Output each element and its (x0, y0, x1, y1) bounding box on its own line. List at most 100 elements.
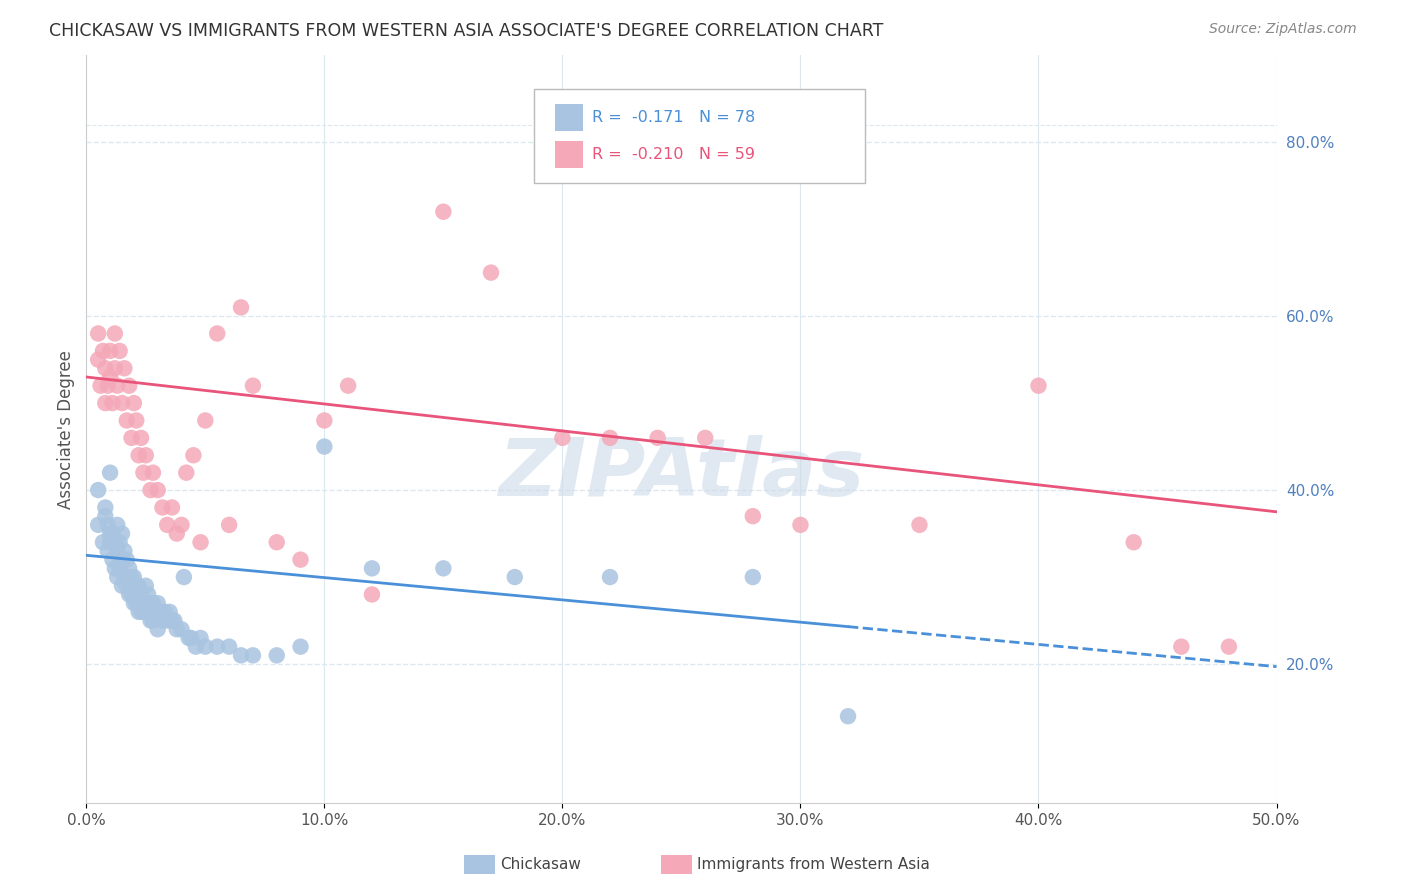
Point (111, 396, 134, 410)
Point (108, 561, 131, 575)
Point (125, 579, 148, 593)
Point (170, 517, 193, 532)
Point (104, 326, 127, 341)
Point (94, 396, 117, 410)
Point (115, 413, 138, 427)
Point (242, 378, 264, 392)
Point (97, 517, 120, 532)
Point (599, 431, 621, 445)
Point (98, 526, 121, 541)
Point (112, 361, 135, 376)
Point (87, 352, 110, 367)
Point (1028, 378, 1050, 392)
Point (87, 326, 110, 341)
Point (173, 570, 195, 584)
Point (184, 640, 207, 654)
Point (104, 361, 127, 376)
Point (647, 431, 669, 445)
Point (503, 570, 526, 584)
Point (174, 466, 197, 480)
Point (112, 570, 135, 584)
Point (153, 605, 176, 619)
Text: R =  -0.171   N = 78: R = -0.171 N = 78 (592, 111, 755, 125)
Point (104, 561, 127, 575)
Point (101, 552, 124, 566)
Point (94, 509, 117, 524)
Point (314, 440, 336, 454)
Point (94, 500, 117, 515)
Point (1122, 535, 1144, 549)
Point (139, 596, 162, 610)
Point (98, 343, 121, 358)
Point (129, 431, 152, 445)
Point (125, 596, 148, 610)
Point (132, 466, 155, 480)
Point (98, 466, 121, 480)
Point (87, 517, 110, 532)
Point (105, 544, 128, 558)
Point (136, 605, 159, 619)
Point (139, 614, 162, 628)
Point (908, 517, 931, 532)
Point (170, 622, 193, 636)
Point (111, 579, 134, 593)
Point (599, 570, 621, 584)
Point (166, 526, 188, 541)
Point (152, 614, 174, 628)
Text: R =  -0.210   N = 59: R = -0.210 N = 59 (592, 147, 755, 161)
Point (432, 204, 454, 219)
Point (101, 396, 124, 410)
Point (87, 483, 110, 497)
Point (122, 570, 145, 584)
Text: Immigrants from Western Asia: Immigrants from Western Asia (697, 857, 931, 871)
Point (266, 535, 288, 549)
Point (90, 378, 112, 392)
Text: ZIPAtlas: ZIPAtlas (498, 435, 865, 513)
Point (183, 448, 205, 462)
Point (337, 378, 360, 392)
Point (160, 614, 183, 628)
Point (112, 544, 135, 558)
Point (108, 343, 131, 358)
Point (205, 326, 228, 341)
Point (142, 466, 165, 480)
Point (121, 587, 143, 601)
Point (118, 587, 141, 601)
Point (121, 431, 143, 445)
Point (98, 535, 121, 549)
Point (218, 640, 240, 654)
Point (361, 561, 384, 575)
Point (741, 509, 763, 524)
Text: Source: ZipAtlas.com: Source: ZipAtlas.com (1209, 22, 1357, 37)
Point (361, 587, 384, 601)
Point (146, 622, 169, 636)
Point (229, 648, 252, 663)
Point (115, 579, 138, 593)
Point (135, 605, 157, 619)
Point (118, 378, 141, 392)
Point (180, 631, 202, 645)
Point (121, 570, 143, 584)
Point (111, 552, 134, 566)
Point (125, 413, 148, 427)
Point (218, 517, 240, 532)
Point (789, 517, 811, 532)
Point (205, 640, 228, 654)
Point (129, 605, 152, 619)
Point (91, 535, 114, 549)
Point (104, 535, 127, 549)
Point (290, 640, 312, 654)
Point (115, 552, 138, 566)
Point (111, 526, 134, 541)
Point (837, 709, 859, 723)
Point (146, 483, 169, 497)
Point (98, 370, 121, 384)
Point (152, 500, 174, 515)
Point (105, 517, 128, 532)
Point (146, 596, 169, 610)
Text: CHICKASAW VS IMMIGRANTS FROM WESTERN ASIA ASSOCIATE'S DEGREE CORRELATION CHART: CHICKASAW VS IMMIGRANTS FROM WESTERN ASI… (49, 22, 883, 40)
Point (1218, 640, 1240, 654)
Point (166, 622, 188, 636)
Point (143, 605, 166, 619)
Point (101, 526, 124, 541)
